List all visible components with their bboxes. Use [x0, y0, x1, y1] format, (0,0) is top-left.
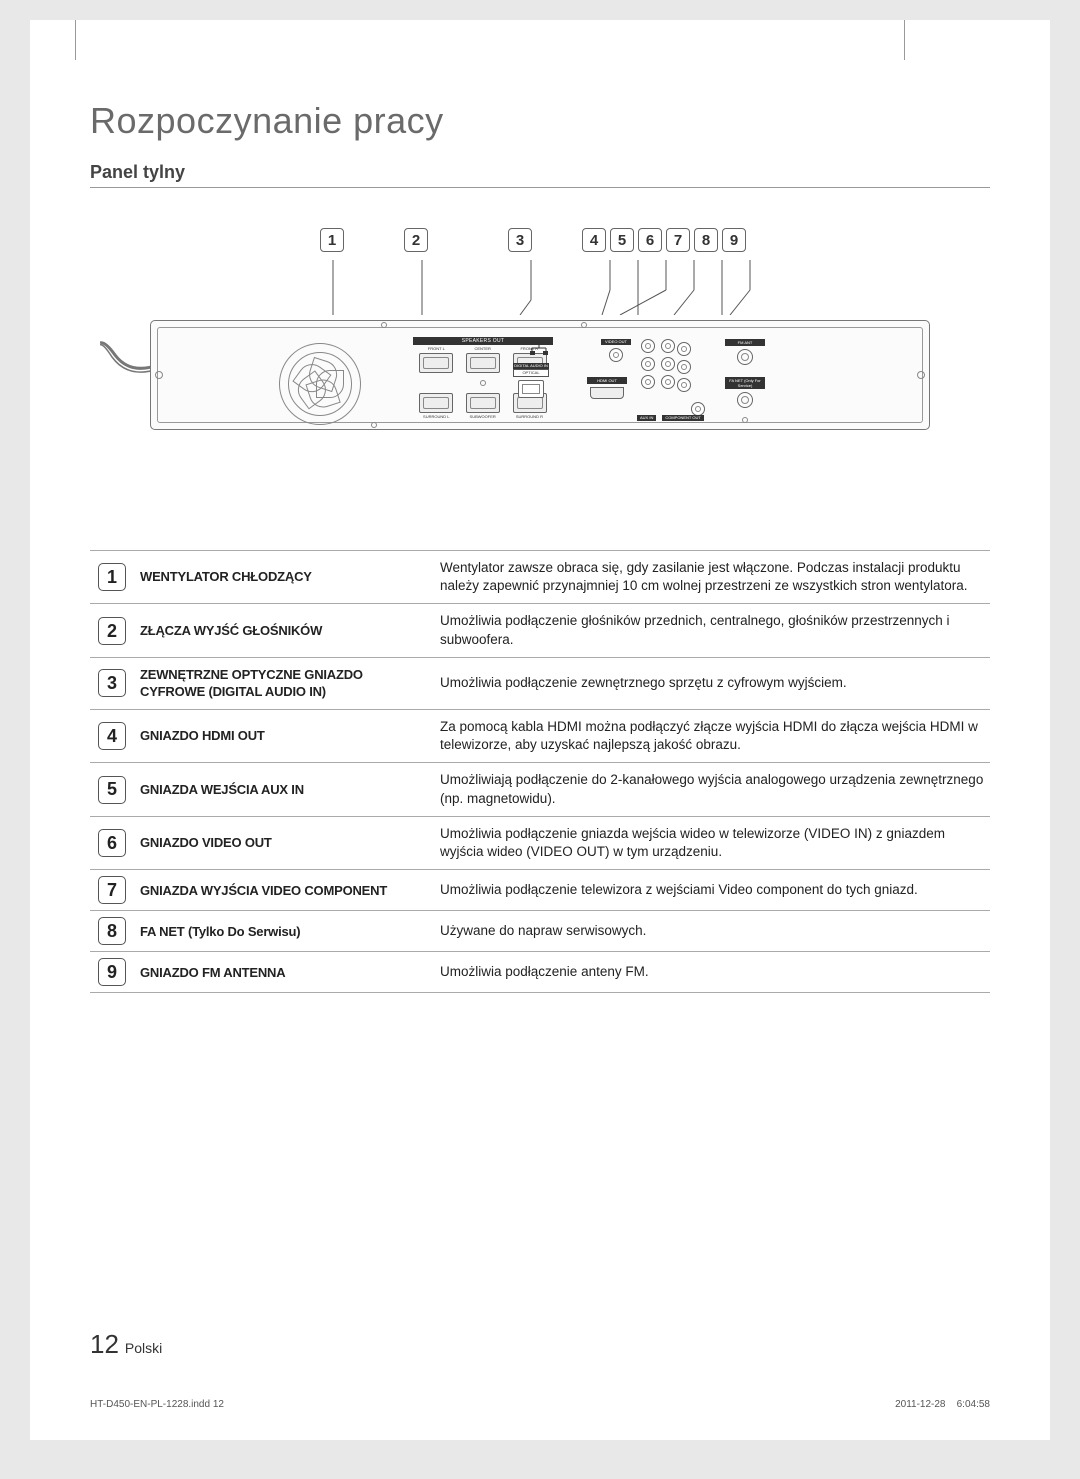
footer-date: 2011-12-28 — [895, 1399, 945, 1410]
callout-4: 4 — [582, 228, 606, 252]
content: Rozpoczynanie pracy Panel tylny 1 2 3 4 … — [90, 40, 990, 993]
row-description: Umożliwiają podłączenie do 2-kanałowego … — [434, 763, 990, 816]
table-row: 6GNIAZDO VIDEO OUTUmożliwia podłączenie … — [90, 816, 990, 869]
row-number: 3 — [90, 657, 134, 709]
row-label: ZŁĄCZA WYJŚĆ GŁOŚNIKÓW — [134, 604, 434, 657]
row-description: Umożliwia podłączenie telewizora z wejśc… — [434, 870, 990, 911]
callout-3: 3 — [508, 228, 532, 252]
row-description: Umożliwia podłączenie głośników przednic… — [434, 604, 990, 657]
row-number: 1 — [90, 551, 134, 604]
callout-row: 1 2 3 4 5 6 7 8 9 — [90, 228, 990, 252]
network-icon — [529, 339, 549, 357]
table-row: 9GNIAZDO FM ANTENNAUmożliwia podłączenie… — [90, 952, 990, 993]
footer-time: 6:04:58 — [957, 1399, 990, 1410]
crop-mark — [904, 20, 905, 60]
callout-8: 8 — [694, 228, 718, 252]
callout-1: 1 — [320, 228, 344, 252]
footer-filename: HT-D450-EN-PL-1228.indd 12 — [90, 1399, 224, 1410]
rear-panel: SPEAKERS OUT FRONT L CENTER FRONT R SURR… — [150, 320, 930, 430]
table-row: 5GNIAZDA WEJŚCIA AUX INUmożliwiają podłą… — [90, 763, 990, 816]
fa-net-block: FA NET (Only For Service) — [725, 377, 765, 428]
callout-2: 2 — [404, 228, 428, 252]
row-label: GNIAZDO VIDEO OUT — [134, 816, 434, 869]
table-row: 2ZŁĄCZA WYJŚĆ GŁOŚNIKÓWUmożliwia podłącz… — [90, 604, 990, 657]
row-label: GNIAZDA WEJŚCIA AUX IN — [134, 763, 434, 816]
component-out-block — [677, 339, 691, 392]
leader-lines — [200, 260, 900, 315]
row-description: Umożliwia podłączenie zewnętrznego sprzę… — [434, 657, 990, 709]
callout-6: 6 — [638, 228, 662, 252]
row-label: FA NET (Tylko Do Serwisu) — [134, 911, 434, 952]
row-number: 9 — [90, 952, 134, 993]
row-label: ZEWNĘTRZNE OPTYCZNE GNIAZDO CYFROWE (DIG… — [134, 657, 434, 709]
table-row: 7GNIAZDA WYJŚCIA VIDEO COMPONENTUmożliwi… — [90, 870, 990, 911]
fm-antenna-block: FM ANT — [725, 339, 765, 365]
table-row: 3ZEWNĘTRZNE OPTYCZNE GNIAZDO CYFROWE (DI… — [90, 657, 990, 709]
callout-5: 5 — [610, 228, 634, 252]
crop-mark — [75, 20, 76, 60]
row-description: Umożliwia podłączenie gniazda wejścia wi… — [434, 816, 990, 869]
reference-table: 1WENTYLATOR CHŁODZĄCYWentylator zawsze o… — [90, 550, 990, 993]
row-label: GNIAZDA WYJŚCIA VIDEO COMPONENT — [134, 870, 434, 911]
page-number: 12Polski — [90, 1329, 162, 1360]
row-number: 8 — [90, 911, 134, 952]
main-title: Rozpoczynanie pracy — [90, 100, 990, 142]
callout-7: 7 — [666, 228, 690, 252]
footer: HT-D450-EN-PL-1228.indd 12 2011-12-28 6:… — [90, 1399, 990, 1410]
digital-audio-block: DIGITAL AUDIO IN OPTICAL — [513, 363, 549, 398]
video-out-block: VIDEO OUT — [601, 339, 631, 362]
callout-9: 9 — [722, 228, 746, 252]
row-number: 4 — [90, 709, 134, 762]
table-row: 1WENTYLATOR CHŁODZĄCYWentylator zawsze o… — [90, 551, 990, 604]
table-row: 4GNIAZDO HDMI OUTZa pomocą kabla HDMI mo… — [90, 709, 990, 762]
aux-in-block — [641, 339, 677, 389]
row-label: GNIAZDO FM ANTENNA — [134, 952, 434, 993]
row-number: 6 — [90, 816, 134, 869]
row-number: 5 — [90, 763, 134, 816]
row-description: Umożliwia podłączenie anteny FM. — [434, 952, 990, 993]
row-label: WENTYLATOR CHŁODZĄCY — [134, 551, 434, 604]
row-number: 7 — [90, 870, 134, 911]
row-description: Używane do napraw serwisowych. — [434, 911, 990, 952]
row-label: GNIAZDO HDMI OUT — [134, 709, 434, 762]
row-number: 2 — [90, 604, 134, 657]
cooling-fan-icon — [279, 343, 361, 425]
section-title: Panel tylny — [90, 162, 990, 188]
hdmi-block: HDMI OUT — [587, 377, 627, 399]
table-row: 8FA NET (Tylko Do Serwisu)Używane do nap… — [90, 911, 990, 952]
row-description: Za pomocą kabla HDMI można podłączyć złą… — [434, 709, 990, 762]
page: Rozpoczynanie pracy Panel tylny 1 2 3 4 … — [30, 20, 1050, 1440]
row-description: Wentylator zawsze obraca się, gdy zasila… — [434, 551, 990, 604]
rear-panel-diagram: SPEAKERS OUT FRONT L CENTER FRONT R SURR… — [90, 320, 990, 430]
